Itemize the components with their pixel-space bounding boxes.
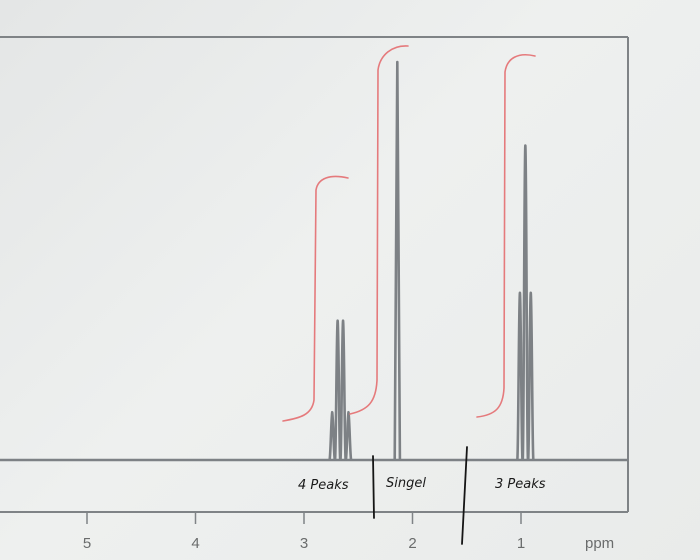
- spectrum-peak-4: [393, 60, 402, 461]
- integral-curve-quartet: [282, 175, 349, 422]
- spectrum-peak-0: [328, 410, 337, 461]
- spectrum-peak-2: [339, 319, 347, 461]
- plot-frame: [0, 36, 629, 513]
- spectrum-trace: [0, 60, 628, 462]
- annotation-quartet: 4 Peaks: [298, 478, 349, 493]
- spectrum-peak-6: [521, 144, 530, 461]
- annotation-triplet: 3 Peaks: [495, 477, 546, 492]
- x-tick-label-5: 5: [83, 535, 91, 552]
- integral-curve-singlet: [349, 45, 409, 415]
- x-tick-label-4: 4: [191, 535, 199, 552]
- x-axis-ticks: 5 4 3 2 1: [83, 512, 525, 552]
- spectrum-peak-3: [344, 410, 353, 461]
- spectrum-peak-7: [526, 291, 535, 461]
- integral-curve-triplet: [476, 54, 536, 418]
- x-tick-label-2: 2: [408, 535, 416, 552]
- x-tick-label-3: 3: [300, 535, 308, 552]
- handwritten-dividers: [372, 446, 468, 545]
- spectrum-peak-5: [516, 291, 524, 461]
- annotation-singlet: Singel: [386, 476, 426, 491]
- divider-left: [372, 455, 375, 519]
- divider-right: [461, 446, 468, 545]
- spectrum-peak-1: [333, 319, 342, 461]
- integral-curves: [282, 45, 536, 422]
- x-unit-label: ppm: [585, 535, 614, 552]
- x-tick-label-1: 1: [517, 535, 525, 552]
